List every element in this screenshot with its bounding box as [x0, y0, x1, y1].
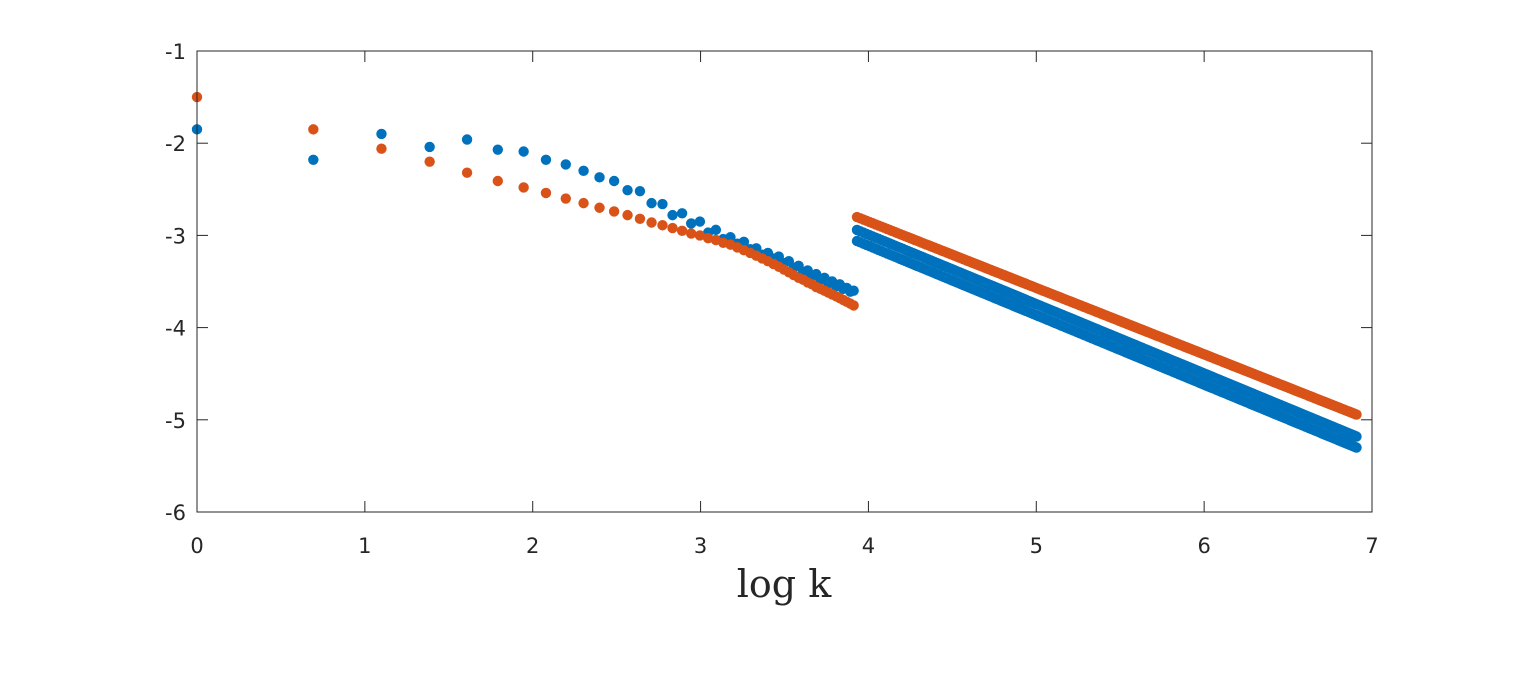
- x-tick-label: 6: [1197, 534, 1210, 558]
- series-2: [191, 91, 1362, 420]
- x-tick-label: 7: [1365, 534, 1378, 558]
- data-point: [308, 154, 319, 165]
- data-point: [492, 144, 503, 155]
- plot-area-frame: [196, 50, 1373, 513]
- data-point: [1351, 442, 1362, 453]
- data-point: [540, 187, 552, 199]
- data-point: [646, 217, 657, 228]
- x-tick-label: 5: [1030, 534, 1043, 558]
- data-point: [685, 228, 697, 239]
- data-point: [725, 232, 736, 243]
- data-point: [622, 185, 633, 196]
- data-point: [594, 202, 605, 213]
- y-tick-label: -5: [165, 409, 186, 433]
- data-point: [424, 141, 435, 153]
- data-point: [1351, 431, 1362, 442]
- data-point: [694, 230, 706, 241]
- x-axis-ticks: 0 1 2 3 4 5 6 7: [190, 51, 1379, 558]
- x-tick-label: 2: [526, 534, 539, 558]
- data-point: [657, 198, 668, 210]
- y-tick-label: -4: [165, 317, 186, 341]
- data-point: [560, 159, 571, 170]
- data-point: [676, 225, 688, 236]
- data-point: [694, 216, 706, 227]
- x-tick-label: 4: [862, 534, 875, 558]
- data-point: [657, 220, 668, 231]
- data-point: [376, 143, 387, 154]
- data-point: [608, 175, 620, 187]
- y-tick-label: -2: [165, 132, 186, 156]
- data-point: [594, 172, 605, 183]
- data-point: [518, 146, 529, 157]
- data-point: [676, 208, 688, 219]
- data-point: [518, 182, 529, 193]
- data-point: [634, 185, 646, 197]
- x-axis-label: log k: [737, 562, 832, 606]
- data-point: [667, 222, 678, 234]
- y-tick-label: -6: [165, 501, 186, 525]
- data-point: [560, 193, 571, 204]
- data-point: [667, 209, 678, 221]
- data-point: [461, 167, 473, 178]
- data-point: [634, 213, 646, 225]
- data-point: [308, 124, 319, 135]
- series-1: [191, 124, 1362, 453]
- data-point: [622, 209, 633, 221]
- y-axis-ticks: -6 -5 -4 -3 -2 -1: [165, 40, 1372, 525]
- y-tick-label: -1: [165, 40, 186, 64]
- y-tick-label: -3: [165, 224, 186, 248]
- x-tick-label: 0: [190, 534, 203, 558]
- data-point: [1351, 409, 1362, 420]
- data-point: [461, 134, 473, 145]
- data-point: [646, 197, 657, 209]
- data-points: [191, 91, 1362, 453]
- data-point: [540, 154, 552, 165]
- data-point: [848, 300, 859, 311]
- data-point: [685, 218, 697, 229]
- x-tick-label: 1: [358, 534, 371, 558]
- data-point: [376, 128, 387, 140]
- data-point: [608, 206, 620, 217]
- x-tick-label: 3: [694, 534, 707, 558]
- data-point: [424, 156, 435, 167]
- data-point: [578, 197, 589, 209]
- data-point: [848, 285, 859, 296]
- data-point: [492, 175, 503, 187]
- data-point: [578, 165, 589, 177]
- data-point: [710, 224, 722, 236]
